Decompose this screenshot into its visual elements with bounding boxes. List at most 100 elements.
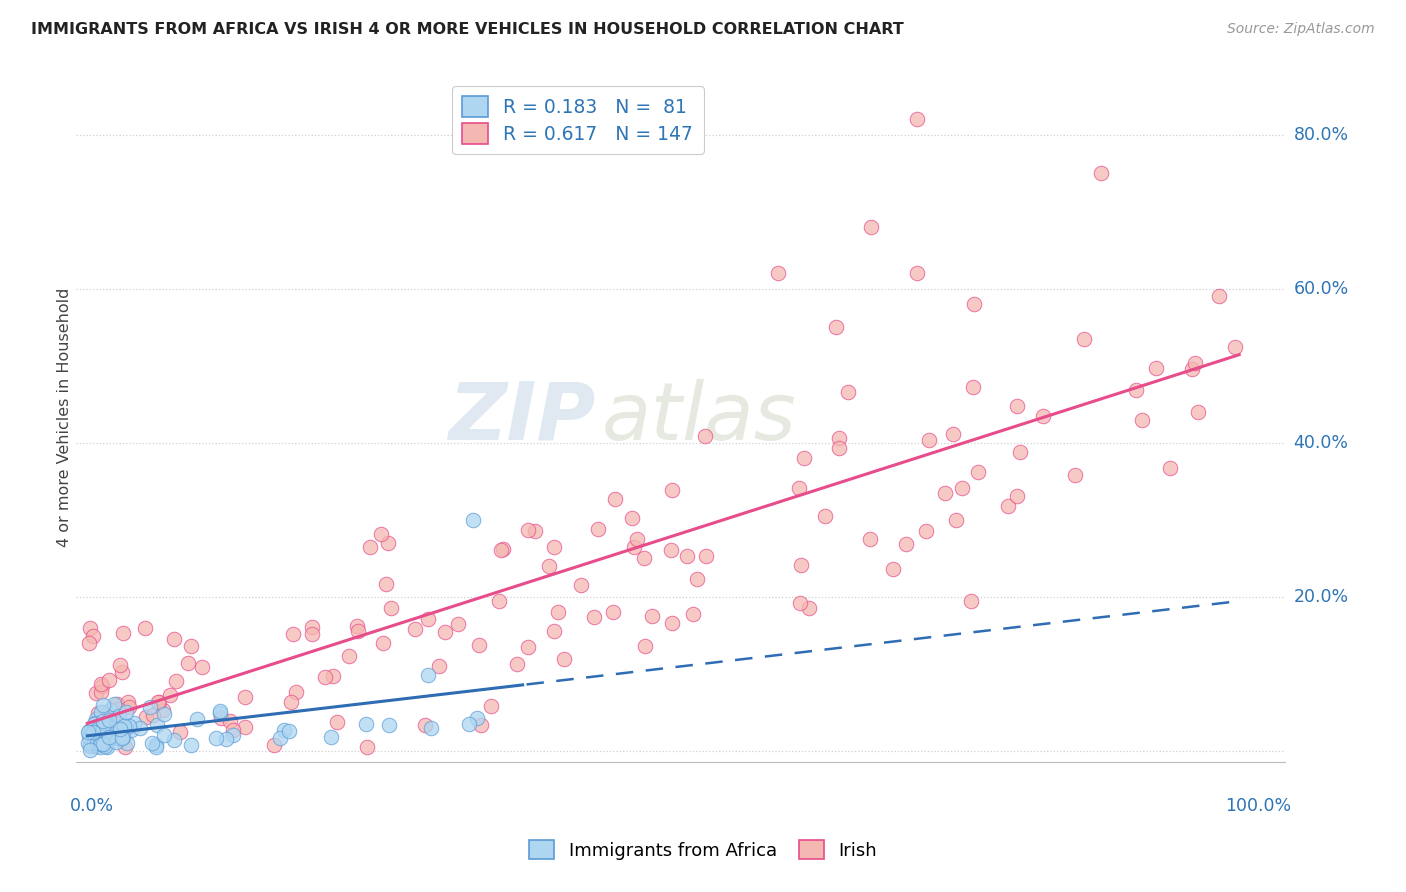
- Point: [997, 499, 1019, 513]
- Point: [139, 699, 162, 714]
- Point: [79, 738, 101, 752]
- Point: [569, 578, 592, 592]
- Point: [91, 679, 114, 693]
- Point: [301, 627, 323, 641]
- Point: [787, 481, 810, 495]
- Point: [209, 711, 232, 725]
- Point: [433, 624, 456, 639]
- Point: [111, 626, 134, 640]
- Point: [517, 523, 540, 537]
- Point: [322, 668, 344, 682]
- Point: [83, 717, 105, 731]
- Point: [87, 706, 110, 720]
- Point: [950, 481, 973, 495]
- Point: [553, 651, 575, 665]
- Point: [93, 724, 115, 739]
- Point: [83, 736, 105, 750]
- Point: [101, 726, 124, 740]
- Point: [103, 698, 125, 712]
- Point: [86, 725, 108, 739]
- Point: [83, 715, 105, 730]
- Point: [789, 597, 811, 611]
- Point: [1146, 361, 1168, 376]
- Point: [114, 740, 136, 755]
- Point: [659, 543, 682, 558]
- Point: [233, 720, 256, 734]
- Point: [120, 723, 142, 738]
- Point: [79, 742, 101, 756]
- Point: [90, 737, 112, 751]
- Point: [91, 737, 114, 751]
- Point: [82, 724, 104, 739]
- Point: [79, 739, 101, 753]
- Point: [112, 719, 135, 733]
- Point: [77, 730, 100, 744]
- Point: [447, 617, 470, 632]
- Point: [82, 630, 104, 644]
- Point: [77, 724, 100, 739]
- Point: [859, 219, 882, 234]
- Point: [356, 717, 378, 731]
- Point: [468, 638, 491, 652]
- Point: [538, 559, 561, 574]
- Point: [461, 513, 484, 527]
- Point: [661, 616, 683, 631]
- Point: [661, 483, 683, 497]
- Point: [825, 320, 848, 334]
- Point: [319, 730, 342, 744]
- Point: [105, 714, 128, 728]
- Point: [641, 609, 664, 624]
- Point: [959, 594, 981, 608]
- Point: [420, 722, 443, 736]
- Point: [215, 731, 238, 746]
- Point: [134, 621, 156, 635]
- Point: [97, 709, 120, 723]
- Point: [914, 524, 936, 538]
- Point: [1010, 444, 1032, 458]
- Point: [695, 428, 717, 442]
- Point: [695, 549, 717, 563]
- Point: [111, 665, 134, 679]
- Text: 100.0%: 100.0%: [1225, 797, 1291, 814]
- Point: [799, 600, 821, 615]
- Point: [582, 610, 605, 624]
- Point: [356, 739, 378, 754]
- Point: [84, 726, 107, 740]
- Point: [77, 736, 100, 750]
- Y-axis label: 4 or more Vehicles in Household: 4 or more Vehicles in Household: [58, 288, 72, 548]
- Point: [108, 722, 131, 736]
- Point: [1130, 413, 1153, 427]
- Point: [145, 739, 167, 753]
- Point: [89, 736, 111, 750]
- Point: [269, 731, 291, 746]
- Point: [586, 522, 609, 536]
- Point: [191, 660, 214, 674]
- Point: [79, 724, 101, 739]
- Point: [1064, 467, 1087, 482]
- Point: [479, 699, 502, 714]
- Point: [837, 384, 859, 399]
- Point: [145, 739, 167, 754]
- Point: [96, 722, 118, 736]
- Point: [413, 718, 436, 732]
- Point: [97, 673, 120, 687]
- Point: [458, 717, 481, 731]
- Point: [278, 724, 301, 739]
- Point: [945, 513, 967, 527]
- Point: [98, 718, 121, 732]
- Point: [346, 618, 368, 632]
- Point: [1208, 288, 1230, 302]
- Point: [145, 717, 167, 731]
- Point: [90, 706, 112, 720]
- Point: [111, 730, 134, 744]
- Legend: R = 0.183   N =  81, R = 0.617   N = 147: R = 0.183 N = 81, R = 0.617 N = 147: [451, 86, 703, 154]
- Point: [1032, 409, 1054, 424]
- Point: [208, 704, 231, 718]
- Point: [135, 710, 157, 724]
- Text: atlas: atlas: [602, 378, 797, 457]
- Point: [380, 601, 402, 615]
- Point: [814, 508, 837, 523]
- Point: [153, 706, 176, 721]
- Point: [905, 112, 928, 127]
- Point: [218, 714, 240, 728]
